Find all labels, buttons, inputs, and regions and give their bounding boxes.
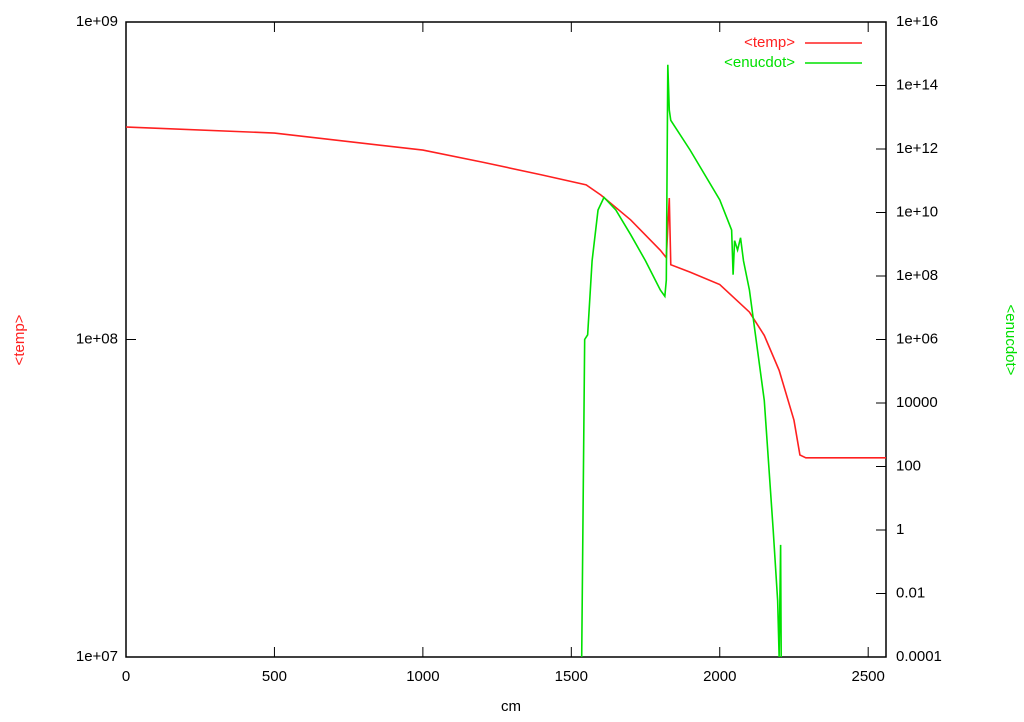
y2-tick-label: 1e+06 (896, 330, 938, 347)
x-tick-label: 2500 (852, 668, 885, 685)
y2-tick-label: 1e+16 (896, 13, 938, 30)
series-line (580, 64, 782, 658)
y2-tick-label: 0.0001 (896, 648, 942, 665)
y2-tick-label: 1e+10 (896, 203, 938, 220)
legend-label: <temp> (744, 34, 795, 51)
y-tick-label: 1e+09 (76, 13, 118, 30)
x-tick-label: 1000 (406, 668, 439, 685)
x-axis-label: cm (501, 698, 521, 715)
y2-tick-label: 1 (896, 521, 904, 538)
y2-tick-label: 0.01 (896, 584, 925, 601)
y2-tick-label: 1e+08 (896, 267, 938, 284)
series-line (125, 126, 886, 459)
x-tick-label: 1500 (555, 668, 588, 685)
y2-axis-label: <enucdot> (1002, 305, 1019, 376)
y-tick-label: 1e+07 (76, 648, 118, 665)
y2-tick-label: 1e+12 (896, 140, 938, 157)
x-tick-label: 500 (262, 668, 287, 685)
legend-label: <enucdot> (724, 54, 795, 71)
y2-tick-label: 10000 (896, 394, 938, 411)
plot-frame (125, 21, 887, 658)
y2-tick-label: 100 (896, 457, 921, 474)
x-tick-label: 2000 (703, 668, 736, 685)
y-axis-label: <temp> (11, 314, 28, 365)
y2-tick-label: 1e+14 (896, 76, 938, 93)
x-tick-label: 0 (122, 668, 130, 685)
y-tick-label: 1e+08 (76, 330, 118, 347)
